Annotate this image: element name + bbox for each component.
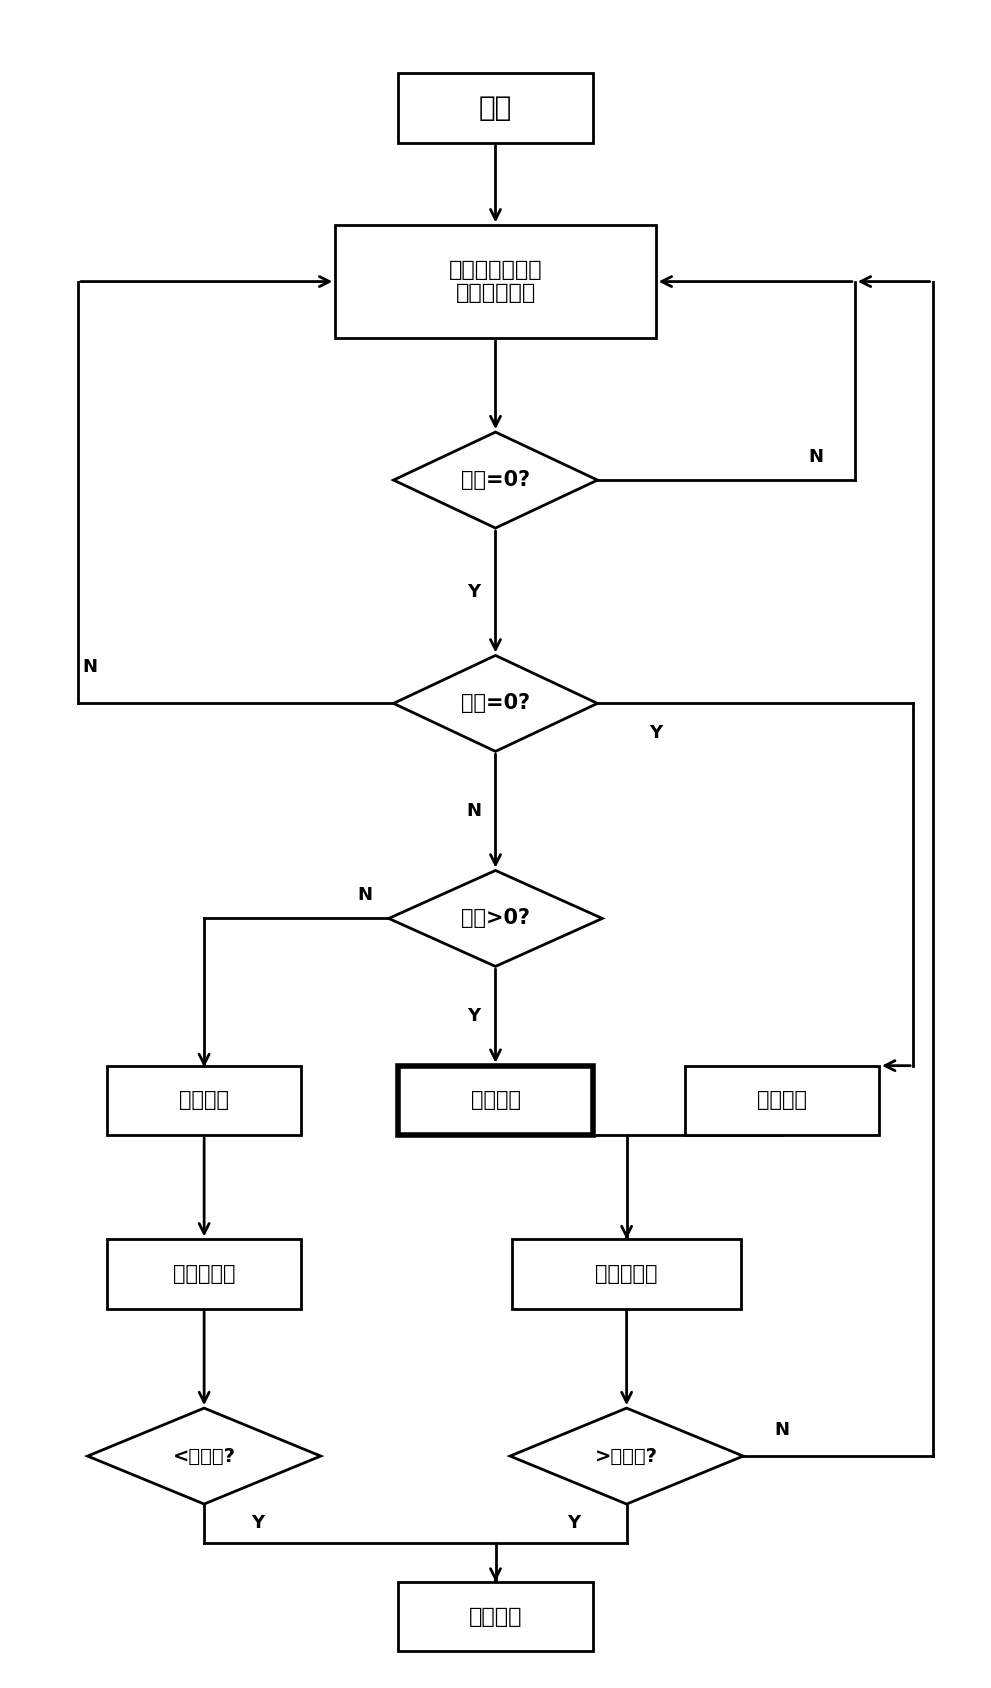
Polygon shape <box>393 655 598 751</box>
Text: Y: Y <box>251 1514 265 1533</box>
Polygon shape <box>510 1408 743 1504</box>
Text: N: N <box>809 447 824 466</box>
Text: >限幅值?: >限幅值? <box>596 1447 658 1465</box>
Text: N: N <box>83 658 98 675</box>
Text: <限幅值?: <限幅值? <box>172 1447 236 1465</box>
Text: 阻性负载: 阻性负载 <box>757 1090 807 1111</box>
Polygon shape <box>87 1408 321 1504</box>
Text: Y: Y <box>468 582 481 601</box>
Bar <box>398 1582 593 1651</box>
Bar <box>107 1065 301 1134</box>
Text: 感性负载: 感性负载 <box>179 1090 229 1111</box>
Polygon shape <box>393 432 598 528</box>
Text: 频率正偏差: 频率正偏差 <box>172 1264 236 1285</box>
Bar <box>685 1065 879 1134</box>
Text: Y: Y <box>649 724 662 743</box>
Bar <box>107 1239 301 1308</box>
Bar <box>512 1239 740 1308</box>
Text: 频率负偏差: 频率负偏差 <box>596 1264 658 1285</box>
Text: 容性负载: 容性负载 <box>471 1090 520 1111</box>
Text: 采样电压、电流
的相位和频率: 采样电压、电流 的相位和频率 <box>449 260 542 304</box>
Bar <box>335 225 656 338</box>
Text: Y: Y <box>468 1008 481 1025</box>
Text: N: N <box>467 802 482 820</box>
Text: N: N <box>357 886 372 905</box>
Text: 电流>0?: 电流>0? <box>461 908 530 928</box>
Text: 孤岛效应: 孤岛效应 <box>469 1607 522 1627</box>
Text: N: N <box>775 1421 790 1438</box>
Bar <box>398 73 593 142</box>
Polygon shape <box>388 871 603 967</box>
Text: 电流=0?: 电流=0? <box>461 694 530 714</box>
Text: 开始: 开始 <box>479 95 512 122</box>
Text: 电压=0?: 电压=0? <box>461 469 530 490</box>
Bar <box>398 1065 593 1134</box>
Text: Y: Y <box>567 1514 580 1533</box>
